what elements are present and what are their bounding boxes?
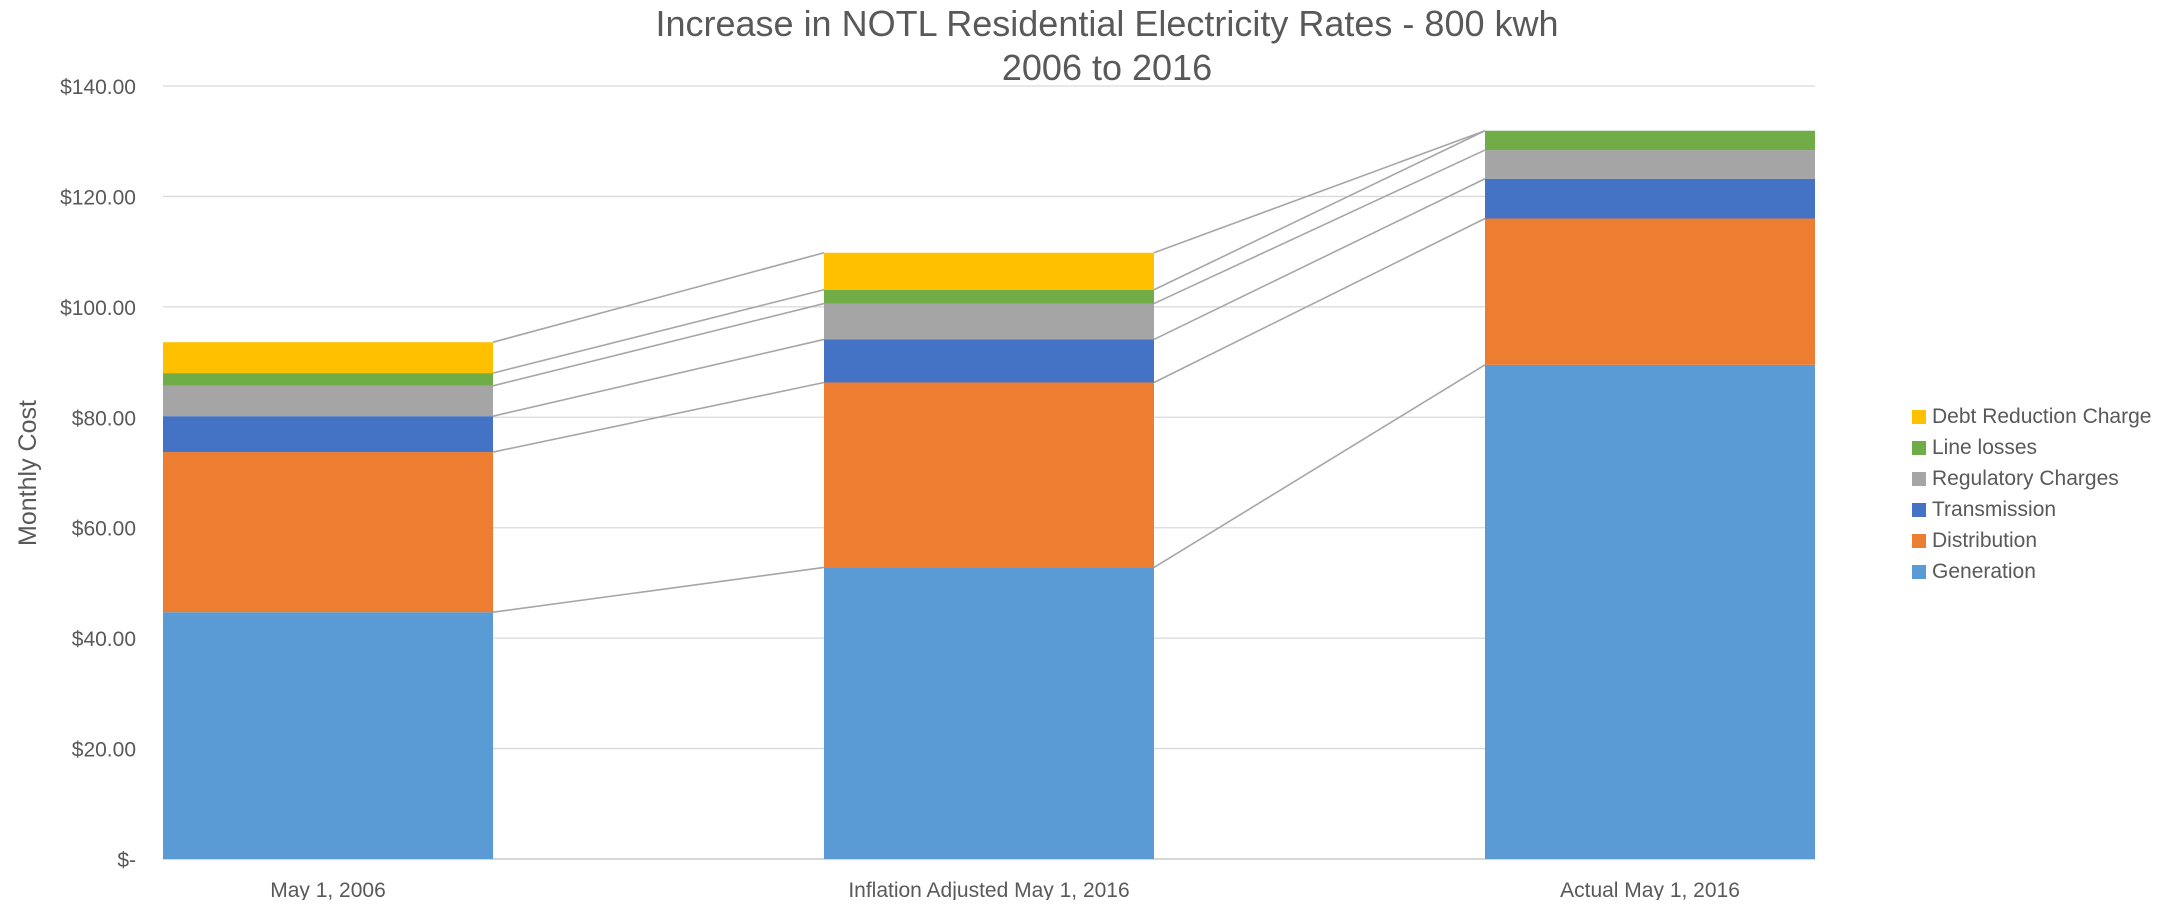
series-connector-lines [492, 129, 1486, 613]
bar-segment [824, 289, 1154, 304]
legend-label: Distribution [1932, 529, 2037, 552]
legend-label: Regulatory Charges [1932, 467, 2119, 490]
y-tick-label: $120.00 [60, 186, 136, 209]
series-line [492, 288, 825, 374]
legend-swatch [1912, 472, 1926, 486]
x-axis-tick-labels: May 1, 2006 Inflation Adjusted May 1, 201… [270, 879, 1740, 902]
y-axis-label: Monthly Cost [14, 400, 42, 546]
series-line [1153, 364, 1486, 569]
series-line [1153, 178, 1486, 341]
legend-label: Debt Reduction Charge [1932, 405, 2151, 428]
x-tick-label: May 1, 2006 [270, 879, 386, 900]
legend-swatch [1912, 441, 1926, 455]
series-line [1153, 130, 1486, 291]
series-line [492, 251, 825, 343]
bar-segment [1485, 364, 1815, 859]
bar-segment [824, 339, 1154, 383]
bar-segment [824, 252, 1154, 290]
legend-label: Transmission [1932, 498, 2056, 521]
bar-segment [824, 382, 1154, 568]
y-axis-tick-labels: $- $20.00 $40.00 $60.00 $80.00 $100.00 $120.00… [60, 76, 136, 872]
series-line [492, 302, 825, 387]
chart-subtitle: 2006 to 2016 [1002, 47, 1212, 88]
series-line [492, 381, 825, 453]
y-tick-label: $100.00 [60, 297, 136, 320]
y-tick-label: $- [117, 849, 136, 872]
legend-swatch [1912, 565, 1926, 579]
series-line [492, 338, 825, 417]
y-tick-label: $80.00 [72, 407, 136, 430]
series-line [492, 566, 825, 613]
bar-segment [163, 452, 493, 613]
bar-segment [1485, 130, 1815, 151]
bar-segment [824, 303, 1154, 340]
bar-segment [163, 612, 493, 859]
bar-segment [163, 385, 493, 417]
legend: Debt Reduction Charge Line losses Regulato… [1912, 405, 2151, 583]
legend-label: Line losses [1932, 436, 2037, 459]
bars [163, 130, 1815, 859]
y-tick-label: $40.00 [72, 628, 136, 651]
chart-title: Increase in NOTL Residential Electricity… [655, 3, 1558, 44]
legend-swatch [1912, 410, 1926, 424]
x-tick-label: Actual May 1, 2016 [1560, 879, 1740, 900]
bar-segment [163, 342, 493, 374]
bar-segment [1485, 218, 1815, 365]
legend-swatch [1912, 503, 1926, 517]
bar-segment [1485, 150, 1815, 179]
y-tick-label: $60.00 [72, 518, 136, 541]
series-line [1153, 217, 1486, 384]
y-tick-label: $140.00 [60, 76, 136, 99]
bar-segment [1485, 178, 1815, 219]
series-line [1153, 149, 1486, 305]
bar-segment [824, 567, 1154, 859]
bar-segment [163, 416, 493, 453]
x-tick-label: Inflation Adjusted May 1, 2016 [848, 879, 1129, 900]
bar-segment [163, 373, 493, 386]
legend-label: Generation [1932, 560, 2036, 583]
y-tick-label: $20.00 [72, 739, 136, 762]
legend-swatch [1912, 534, 1926, 548]
series-line [1153, 129, 1486, 254]
